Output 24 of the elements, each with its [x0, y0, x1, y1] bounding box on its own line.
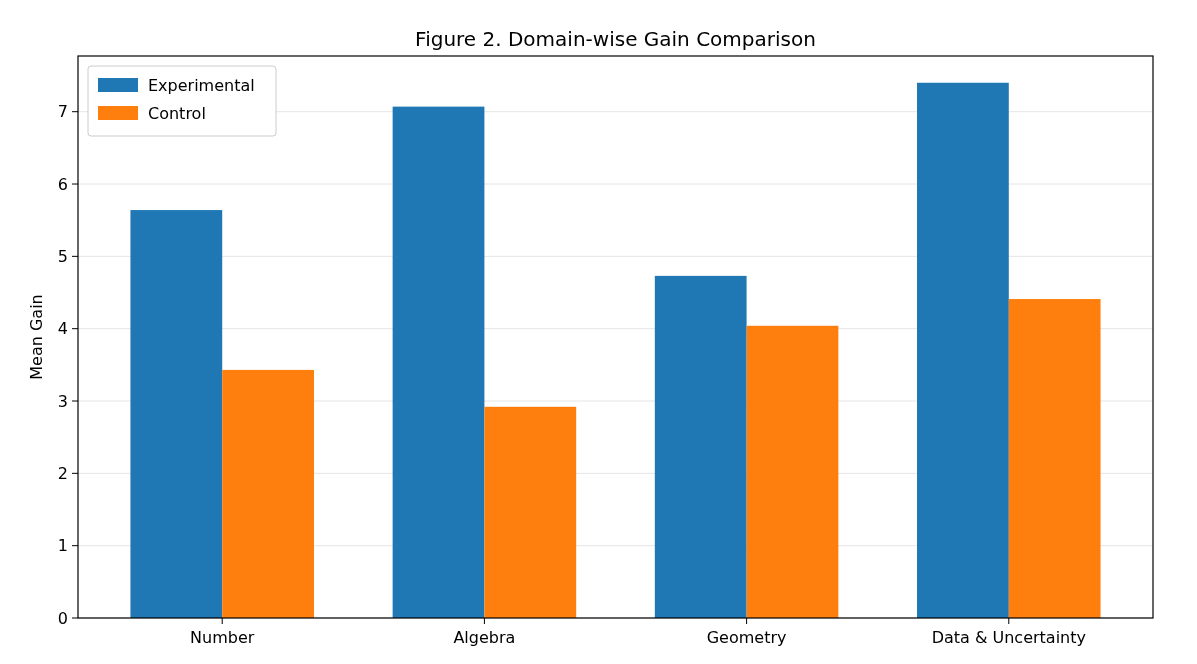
bar [484, 406, 577, 618]
legend-label: Control [148, 103, 206, 123]
x-tick-label: Data & Uncertainty [931, 628, 1086, 647]
y-tick-label: 2 [57, 463, 68, 483]
chart-title: Figure 2. Domain-wise Gain Comparison [415, 27, 816, 51]
y-axis-title: Mean Gain [27, 294, 46, 380]
bar [654, 275, 747, 618]
bar [1008, 299, 1101, 618]
y-tick-label: 0 [57, 608, 68, 628]
x-tick-label: Geometry [706, 628, 787, 647]
bar [917, 82, 1009, 618]
bar [222, 369, 314, 618]
y-tick-label: 1 [57, 536, 68, 556]
legend-label: Experimental [148, 75, 255, 95]
bar [130, 210, 223, 618]
y-tick-label: 5 [57, 246, 68, 266]
y-tick-label: 4 [57, 319, 68, 339]
bar [392, 106, 485, 618]
y-tick-label: 3 [57, 391, 68, 411]
bar [746, 325, 839, 618]
x-tick-label: Algebra [453, 628, 516, 647]
y-tick-label: 7 [57, 102, 68, 122]
x-tick-label: Number [190, 628, 255, 647]
y-tick-label: 6 [57, 174, 68, 194]
